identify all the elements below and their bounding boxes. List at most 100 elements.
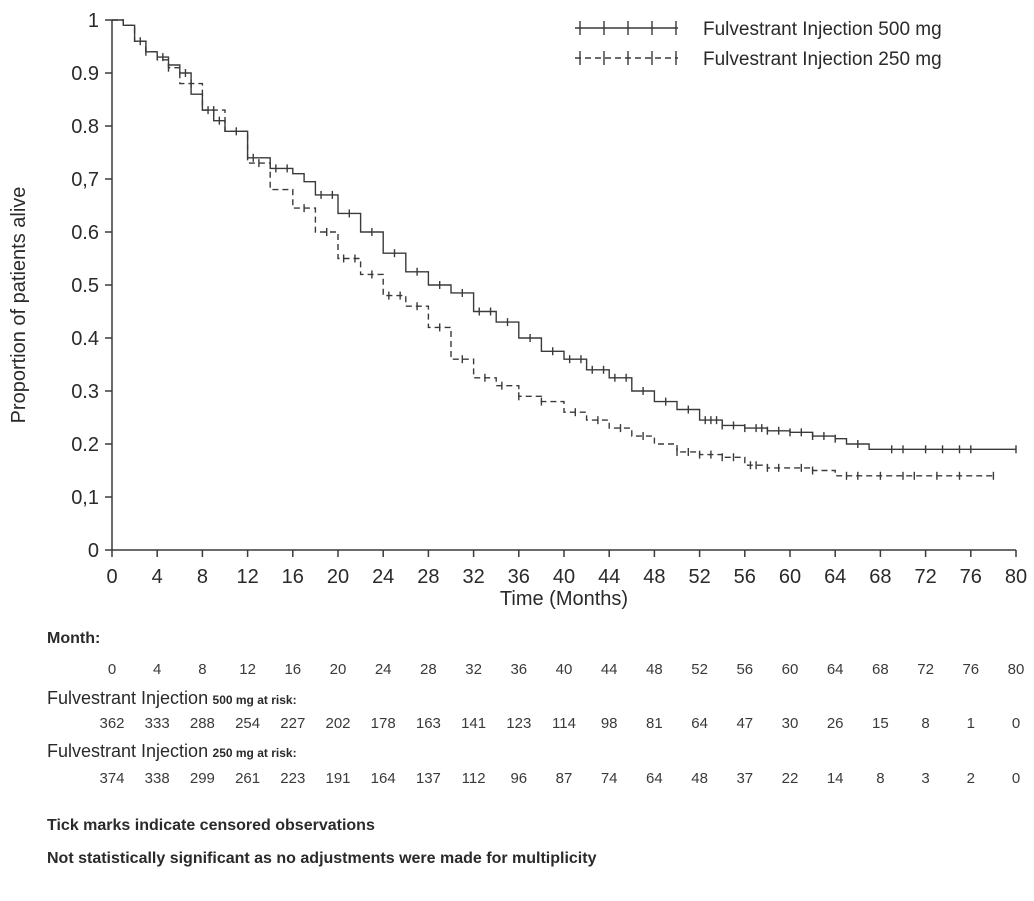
- risk-250-value: 261: [235, 770, 261, 787]
- x-tick-label: 64: [824, 566, 846, 588]
- risk-months-row: 0 4 8 12 16 20 24 28 32 36 40 44 48 52 56 60 64 68 72 76 80: [0, 661, 1034, 683]
- x-tick-label: 60: [779, 566, 801, 588]
- risk-month-value: 40: [555, 661, 573, 678]
- risk-500-value: 98: [600, 715, 618, 732]
- series-line-1: [112, 19, 994, 477]
- risk-250-value: 374: [99, 770, 125, 787]
- risk-500-value: 47: [736, 715, 754, 732]
- risk-250-row: 374 338 299 261 223 191 164 137 112 96 87 74 64 48 37 2…: [0, 770, 1034, 792]
- risk-month-value: 48: [646, 661, 663, 678]
- x-tick-label: 24: [372, 566, 394, 588]
- legend: Fulvestrant Injection 500 mg Fulvestrant …: [575, 19, 942, 70]
- x-tick-label: 20: [327, 566, 349, 588]
- y-tick-label: 0.6: [71, 222, 99, 244]
- risk-500-value: 178: [370, 715, 396, 732]
- risk-month-value: 60: [781, 661, 799, 678]
- risk-250-value: 191: [325, 770, 351, 787]
- risk-250-value: 74: [600, 770, 618, 787]
- risk-250-value: 112: [461, 770, 486, 787]
- risk-month-value: 20: [329, 661, 347, 678]
- risk-month-label: Month:: [47, 630, 101, 647]
- x-tick-label: 0: [106, 566, 117, 588]
- x-tick-label: 56: [734, 566, 756, 588]
- risk-250-value: 299: [189, 770, 215, 787]
- risk-500-value: 254: [235, 715, 261, 732]
- risk-500-value: 362: [99, 715, 125, 732]
- series-line-0: [112, 19, 1016, 450]
- risk-month-value: 68: [872, 661, 889, 678]
- risk-250-value: 0: [1011, 770, 1021, 787]
- y-tick-label: 1: [88, 10, 99, 32]
- legend-label: Fulvestrant Injection 250 mg: [703, 49, 942, 70]
- y-tick-label: 0: [88, 540, 99, 562]
- risk-500-value: 64: [691, 715, 708, 732]
- x-tick-label: 28: [417, 566, 439, 588]
- risk-250-value: 37: [736, 770, 754, 787]
- x-tick-label: 36: [508, 566, 530, 588]
- axes: 0 4 8 12 16 20 24 28 32 36 40 44 48 52 56 60 64 68 72 76 800…: [8, 10, 1027, 610]
- risk-month-value: 4: [153, 661, 162, 678]
- x-tick-label: 72: [914, 566, 936, 588]
- risk-month-value: 36: [510, 661, 528, 678]
- risk-250-value: 338: [144, 770, 170, 787]
- risk-500-value: 30: [781, 715, 799, 732]
- x-tick-label: 48: [643, 566, 665, 588]
- risk-250-name: Fulvestrant Injection: [47, 741, 209, 761]
- risk-500-value: 0: [1011, 715, 1021, 732]
- risk-month-value: 72: [917, 661, 934, 678]
- x-tick-label: 16: [282, 566, 304, 588]
- x-tick-label: 32: [462, 566, 484, 588]
- risk-250-value: 64: [646, 770, 663, 787]
- risk-500-suffix: 500 mg at risk:: [212, 693, 297, 707]
- risk-month-value: 12: [239, 661, 256, 678]
- risk-month-value: 80: [1007, 661, 1025, 678]
- risk-500-value: 26: [826, 715, 844, 732]
- risk-500-value: 141: [461, 715, 487, 732]
- risk-500-value: 288: [189, 715, 215, 732]
- risk-250-value: 87: [555, 770, 573, 787]
- risk-250-suffix: 250 mg at risk:: [212, 746, 297, 760]
- x-tick-label: 44: [598, 566, 620, 588]
- y-tick-label: 0.2: [71, 434, 99, 456]
- risk-250-label: Fulvestrant Injection 250 mg at risk:: [47, 741, 297, 762]
- risk-month-value: 8: [198, 661, 207, 678]
- x-tick-label: 12: [236, 566, 258, 588]
- y-tick-label: 0,1: [71, 487, 99, 509]
- risk-500-value: 81: [646, 715, 663, 732]
- risk-250-value: 223: [280, 770, 306, 787]
- series-layer: [112, 19, 1017, 480]
- risk-500-value: 15: [872, 715, 889, 732]
- x-tick-label: 76: [960, 566, 982, 588]
- y-tick-label: 0.5: [71, 275, 99, 297]
- x-axis-title: Time (Months): [500, 588, 628, 610]
- risk-500-label: Fulvestrant Injection 500 mg at risk:: [47, 688, 297, 709]
- risk-month-value: 28: [420, 661, 437, 678]
- risk-month-value: 64: [826, 661, 844, 678]
- survival-chart: 0 4 8 12 16 20 24 28 32 36 40 44 48 52 56 60 64 68 72 76 800…: [8, 10, 1027, 610]
- risk-month-value: 76: [962, 661, 980, 678]
- y-tick-label: 0.8: [71, 116, 99, 138]
- multiplicity-note: Not statistically significant as no adju…: [47, 850, 597, 867]
- y-tick-label: 0.4: [71, 328, 99, 350]
- risk-250-value: 48: [691, 770, 708, 787]
- risk-500-value: 8: [921, 715, 930, 732]
- x-tick-label: 80: [1005, 566, 1027, 588]
- risk-month-value: 44: [600, 661, 618, 678]
- risk-250-value: 164: [370, 770, 396, 787]
- legend-label: Fulvestrant Injection 500 mg: [703, 19, 942, 40]
- risk-500-value: 123: [506, 715, 532, 732]
- x-tick-label: 40: [553, 566, 575, 588]
- risk-month-value: 32: [465, 661, 482, 678]
- risk-month-value: 0: [107, 661, 117, 678]
- censored-note: Tick marks indicate censored observation…: [47, 817, 375, 834]
- risk-month-value: 56: [736, 661, 754, 678]
- x-tick-label: 68: [869, 566, 891, 588]
- risk-500-value: 202: [325, 715, 351, 732]
- y-tick-label: 0.3: [71, 381, 99, 403]
- risk-month-value: 52: [691, 661, 708, 678]
- y-tick-label: 0,7: [71, 169, 99, 191]
- risk-month-value: 16: [284, 661, 302, 678]
- risk-250-value: 96: [510, 770, 528, 787]
- risk-500-row: 362 333 288 254 227 202 178 163 141 123 114 98 81 64 4…: [0, 715, 1034, 737]
- risk-500-value: 163: [415, 715, 441, 732]
